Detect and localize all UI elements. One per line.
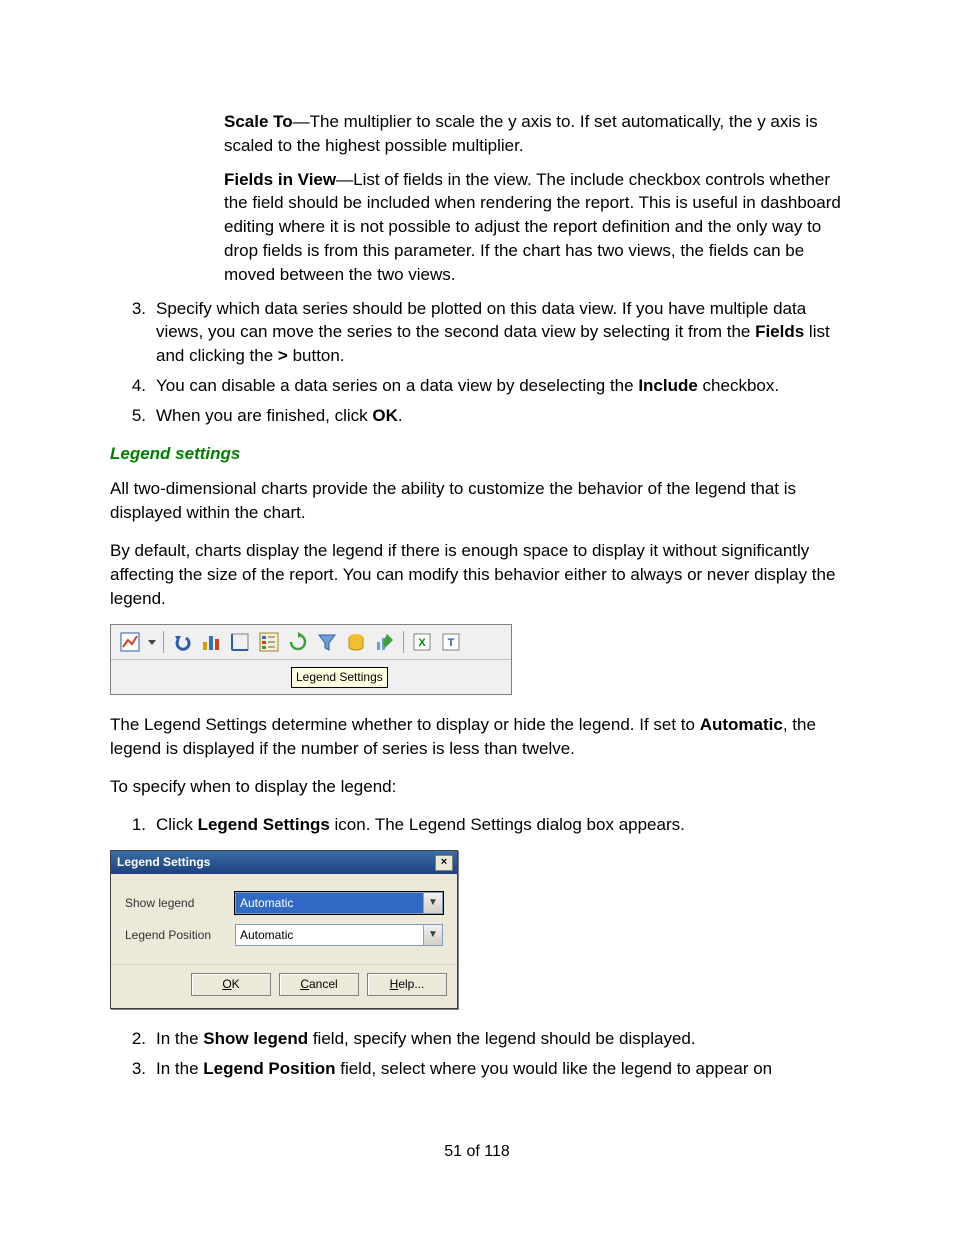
step-number: 3.	[110, 297, 156, 368]
close-button[interactable]: ×	[435, 855, 453, 871]
text: Specify which data series should be plot…	[156, 299, 806, 342]
bar-chart-icon[interactable]	[198, 629, 224, 655]
dialog-body: Show legend Automatic ▼ Legend Position …	[111, 874, 457, 964]
text-bold: Legend Position	[203, 1059, 335, 1078]
paragraph: By default, charts display the legend if…	[110, 539, 844, 610]
legend-settings-dialog: Legend Settings × Show legend Automatic …	[110, 850, 458, 1009]
svg-text:X: X	[418, 637, 426, 649]
text-bold: Include	[638, 376, 698, 395]
paragraph: All two-dimensional charts provide the a…	[110, 477, 844, 525]
filter-icon[interactable]	[314, 629, 340, 655]
chevron-down-icon: ▼	[423, 925, 442, 945]
text-bold: Fields	[755, 322, 804, 341]
ok-button[interactable]: OK	[191, 973, 271, 996]
text: icon. The Legend Settings dialog box app…	[330, 815, 685, 834]
refresh-icon[interactable]	[285, 629, 311, 655]
list-item: 3. Specify which data series should be p…	[110, 297, 844, 368]
chart-type-icon[interactable]	[117, 629, 143, 655]
step-number: 1.	[110, 813, 156, 837]
text-format-icon[interactable]: T	[438, 629, 464, 655]
section-heading-legend-settings: Legend settings	[110, 442, 844, 466]
list-item: 5. When you are finished, click OK.	[110, 404, 844, 428]
term-scale-to: Scale To	[224, 112, 293, 131]
step-number: 3.	[110, 1057, 156, 1081]
tooltip-legend-settings: Legend Settings	[291, 667, 388, 688]
label-legend-position: Legend Position	[125, 927, 235, 944]
underline: C	[300, 977, 309, 991]
dialog-title: Legend Settings	[117, 854, 210, 871]
steps-list-a: 3. Specify which data series should be p…	[110, 297, 844, 428]
cancel-button[interactable]: Cancel	[279, 973, 359, 996]
text: The Legend Settings determine whether to…	[110, 715, 700, 734]
step-body: In the Show legend field, specify when t…	[156, 1027, 844, 1051]
combo-value: Automatic	[236, 925, 423, 945]
edit-chart-icon[interactable]	[372, 629, 398, 655]
text: checkbox.	[698, 376, 779, 395]
text: button.	[288, 346, 345, 365]
text-bold: OK	[372, 406, 398, 425]
combo-legend-position[interactable]: Automatic ▼	[235, 924, 443, 946]
dialog-buttons: OK Cancel Help...	[111, 964, 457, 1008]
svg-text:T: T	[448, 637, 455, 649]
dialog-titlebar: Legend Settings ×	[111, 851, 457, 874]
text: In the	[156, 1059, 203, 1078]
text: .	[398, 406, 403, 425]
paragraph: To specify when to display the legend:	[110, 775, 844, 799]
dropdown-arrow-icon[interactable]	[146, 629, 158, 655]
page-footer: 51 of 118	[110, 1141, 844, 1163]
undo-icon[interactable]	[169, 629, 195, 655]
dialog-row-show-legend: Show legend Automatic ▼	[125, 892, 443, 914]
list-item: 4. You can disable a data series on a da…	[110, 374, 844, 398]
step-body: Specify which data series should be plot…	[156, 297, 844, 368]
text: field, specify when the legend should be…	[308, 1029, 695, 1048]
step-body: You can disable a data series on a data …	[156, 374, 844, 398]
text-bold: Automatic	[700, 715, 783, 734]
toolbar-row: X T	[111, 625, 511, 660]
text-scale-to: —The multiplier to scale the y axis to. …	[224, 112, 818, 155]
text: K	[232, 977, 240, 991]
chevron-down-icon: ▼	[423, 893, 442, 913]
step-number: 4.	[110, 374, 156, 398]
combo-show-legend[interactable]: Automatic ▼	[235, 892, 443, 914]
step-body: In the Legend Position field, select whe…	[156, 1057, 844, 1081]
term-fields-in-view: Fields in View	[224, 170, 336, 189]
label-show-legend: Show legend	[125, 895, 235, 912]
text: ancel	[309, 977, 338, 991]
definition-scale-to: Scale To—The multiplier to scale the y a…	[224, 110, 844, 158]
combo-value: Automatic	[236, 893, 423, 913]
text: In the	[156, 1029, 203, 1048]
text: field, select where you would like the l…	[336, 1059, 773, 1078]
list-item: 2. In the Show legend field, specify whe…	[110, 1027, 844, 1051]
separator	[403, 631, 404, 653]
excel-export-icon[interactable]: X	[409, 629, 435, 655]
definition-fields-in-view: Fields in View—List of fields in the vie…	[224, 168, 844, 287]
text: You can disable a data series on a data …	[156, 376, 638, 395]
step-number: 2.	[110, 1027, 156, 1051]
steps-list-b-part1: 1. Click Legend Settings icon. The Legen…	[110, 813, 844, 837]
toolbar-screenshot: X T Legend Settings	[110, 624, 512, 695]
text-bold: >	[278, 346, 288, 365]
axis-labels-icon[interactable]	[227, 629, 253, 655]
underline: O	[222, 977, 231, 991]
steps-list-b-part2: 2. In the Show legend field, specify whe…	[110, 1027, 844, 1081]
database-icon[interactable]	[343, 629, 369, 655]
text: When you are finished, click	[156, 406, 372, 425]
step-body: Click Legend Settings icon. The Legend S…	[156, 813, 844, 837]
help-button[interactable]: Help...	[367, 973, 447, 996]
paragraph: The Legend Settings determine whether to…	[110, 713, 844, 761]
list-item: 1. Click Legend Settings icon. The Legen…	[110, 813, 844, 837]
text: elp...	[398, 977, 424, 991]
step-body: When you are finished, click OK.	[156, 404, 844, 428]
text-bold: Legend Settings	[198, 815, 330, 834]
text-bold: Show legend	[203, 1029, 308, 1048]
list-item: 3. In the Legend Position field, select …	[110, 1057, 844, 1081]
tooltip-row: Legend Settings	[111, 660, 511, 694]
step-number: 5.	[110, 404, 156, 428]
text: Click	[156, 815, 198, 834]
separator	[163, 631, 164, 653]
legend-settings-icon[interactable]	[256, 629, 282, 655]
dialog-row-legend-position: Legend Position Automatic ▼	[125, 924, 443, 946]
